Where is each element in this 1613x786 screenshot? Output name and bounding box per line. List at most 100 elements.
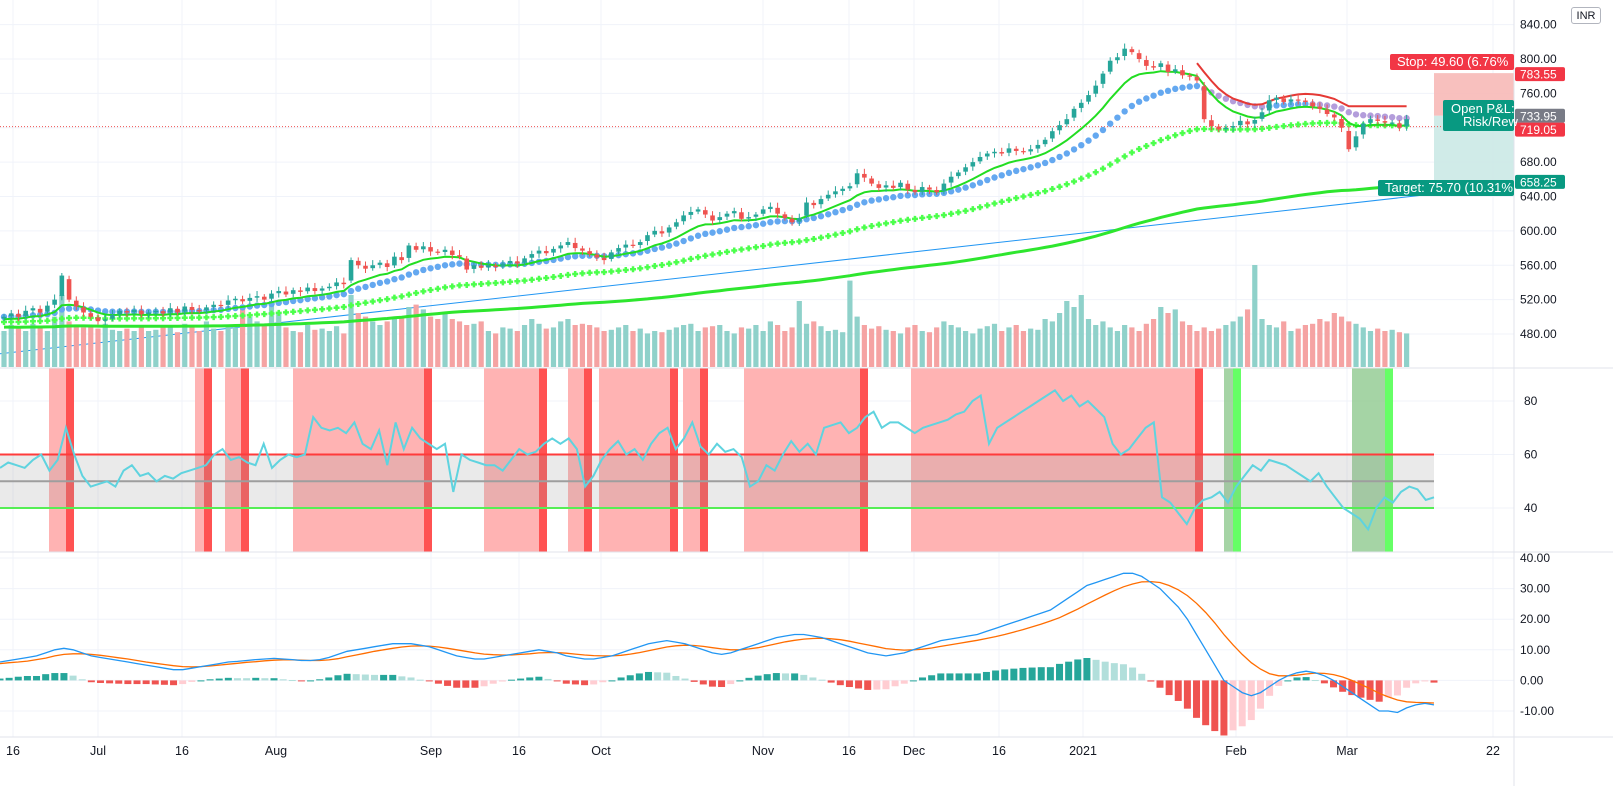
macd-histogram-bar	[672, 675, 680, 681]
volume-bar	[283, 327, 289, 367]
ema-dot	[434, 263, 441, 271]
ema-plus-marker	[1201, 126, 1208, 133]
candle-body	[196, 310, 202, 312]
volume-bar	[955, 327, 961, 367]
price-axis-label: 560.00	[1520, 258, 1557, 272]
trend-line[interactable]	[0, 193, 1435, 355]
candle-body	[688, 211, 694, 215]
volume-bar	[1049, 321, 1055, 367]
volume-bar	[1317, 319, 1323, 367]
volume-bar	[1302, 325, 1308, 367]
rsi-signal-zone	[293, 368, 432, 552]
ema-plus-marker	[846, 228, 853, 235]
ema-plus-marker	[543, 274, 550, 281]
macd-histogram-bar	[1330, 680, 1338, 688]
volume-bar	[644, 333, 651, 367]
rsi-signal-zone	[911, 368, 1203, 552]
volume-bar	[66, 321, 72, 367]
ema-plus-marker	[152, 315, 159, 322]
macd-histogram-bar	[416, 679, 424, 681]
macd-histogram-bar	[1220, 680, 1228, 736]
ema-dot	[564, 253, 572, 261]
macd-histogram-bar	[124, 680, 132, 685]
volume-bar	[652, 331, 658, 367]
macd-histogram-bar	[1366, 680, 1374, 700]
macd-histogram-bar	[60, 673, 68, 681]
volume-bar	[601, 331, 607, 367]
candle-body	[572, 242, 578, 249]
volume-bar	[189, 326, 195, 367]
ema-plus-marker	[232, 312, 239, 319]
candle-body	[74, 300, 79, 307]
volume-bar	[500, 327, 506, 367]
long-term-ma	[4, 183, 1407, 329]
time-axis-label: Jul	[90, 744, 106, 758]
candle-body	[1180, 70, 1185, 76]
macd-histogram-bar	[1284, 680, 1292, 682]
volume-bar	[1273, 327, 1280, 367]
ema-dot	[1020, 165, 1027, 173]
macd-histogram-bar	[233, 678, 241, 681]
volume-bar	[1172, 309, 1178, 367]
candle-body	[471, 265, 477, 269]
time-axis-label: 16	[992, 744, 1006, 758]
ema-dot	[680, 237, 687, 245]
volume-bar	[124, 328, 130, 367]
rsi-axis[interactable]: 80 60 40	[1524, 394, 1538, 515]
volume-bar	[305, 325, 311, 367]
ema-dot	[767, 218, 774, 226]
ema-dot	[1280, 101, 1287, 109]
volume-bar	[738, 327, 745, 367]
candle-body	[580, 248, 585, 251]
ema-dot	[702, 230, 709, 238]
price-axis-label: 800.00	[1520, 52, 1557, 66]
volume-bar	[717, 325, 723, 367]
volume-bar	[572, 325, 578, 367]
ema-plus-marker	[702, 252, 709, 259]
ema-plus-marker	[1056, 183, 1063, 190]
macd-histogram-bar	[644, 671, 652, 681]
ema-dot	[709, 229, 716, 236]
macd-axis[interactable]: 40.00 30.00 20.00 10.00 0.00 -10.00	[1520, 551, 1554, 718]
volume-bar	[131, 331, 137, 367]
macd-axis-label: 30.00	[1520, 582, 1550, 596]
ema-dot	[723, 226, 731, 233]
rsi-signal-bar	[860, 368, 868, 552]
rsi-signal-bar	[1233, 368, 1241, 552]
volume-bar	[232, 327, 238, 367]
volume-bar	[435, 319, 441, 367]
ema-plus-marker	[507, 278, 514, 285]
currency-button[interactable]: INR	[1571, 7, 1601, 24]
macd-histogram-bar	[361, 674, 369, 681]
volume-bar	[326, 331, 332, 367]
ema-plus-marker	[1324, 119, 1331, 126]
ema-plus-marker	[362, 299, 369, 306]
volume-bar	[297, 332, 304, 367]
volume-bar	[984, 326, 990, 367]
macd-histogram-bar	[754, 675, 762, 681]
ema-dot	[1128, 102, 1136, 110]
macd-histogram-bar	[873, 680, 881, 690]
candle-body	[1303, 100, 1308, 102]
volume-bar	[1360, 327, 1366, 367]
ema-plus-marker	[1179, 130, 1186, 137]
volume-bar	[1194, 331, 1200, 367]
macd-histogram-bar	[571, 680, 579, 685]
ema-dot	[1150, 92, 1157, 99]
macd-histogram-bar	[444, 680, 452, 686]
candle-body	[464, 258, 470, 270]
macd-histogram-bar	[526, 677, 534, 681]
target-price-tag-bg	[1515, 174, 1565, 189]
macd-histogram-bar	[681, 678, 689, 681]
macd-histogram-bar	[1348, 680, 1356, 696]
ema-plus-marker	[348, 302, 355, 309]
ema-plus-marker	[933, 213, 940, 220]
volume-bar	[673, 327, 679, 367]
macd-histogram-bar	[252, 677, 260, 681]
ema-plus-marker	[536, 275, 543, 282]
ema-plus-marker	[254, 311, 261, 318]
time-axis[interactable]: 16 Jul 16 Aug Sep 16 Oct Nov 16 Dec 16 2021 Feb Mar 22	[6, 744, 1500, 758]
volume-bar	[493, 333, 499, 367]
ema-dot	[1034, 162, 1042, 169]
